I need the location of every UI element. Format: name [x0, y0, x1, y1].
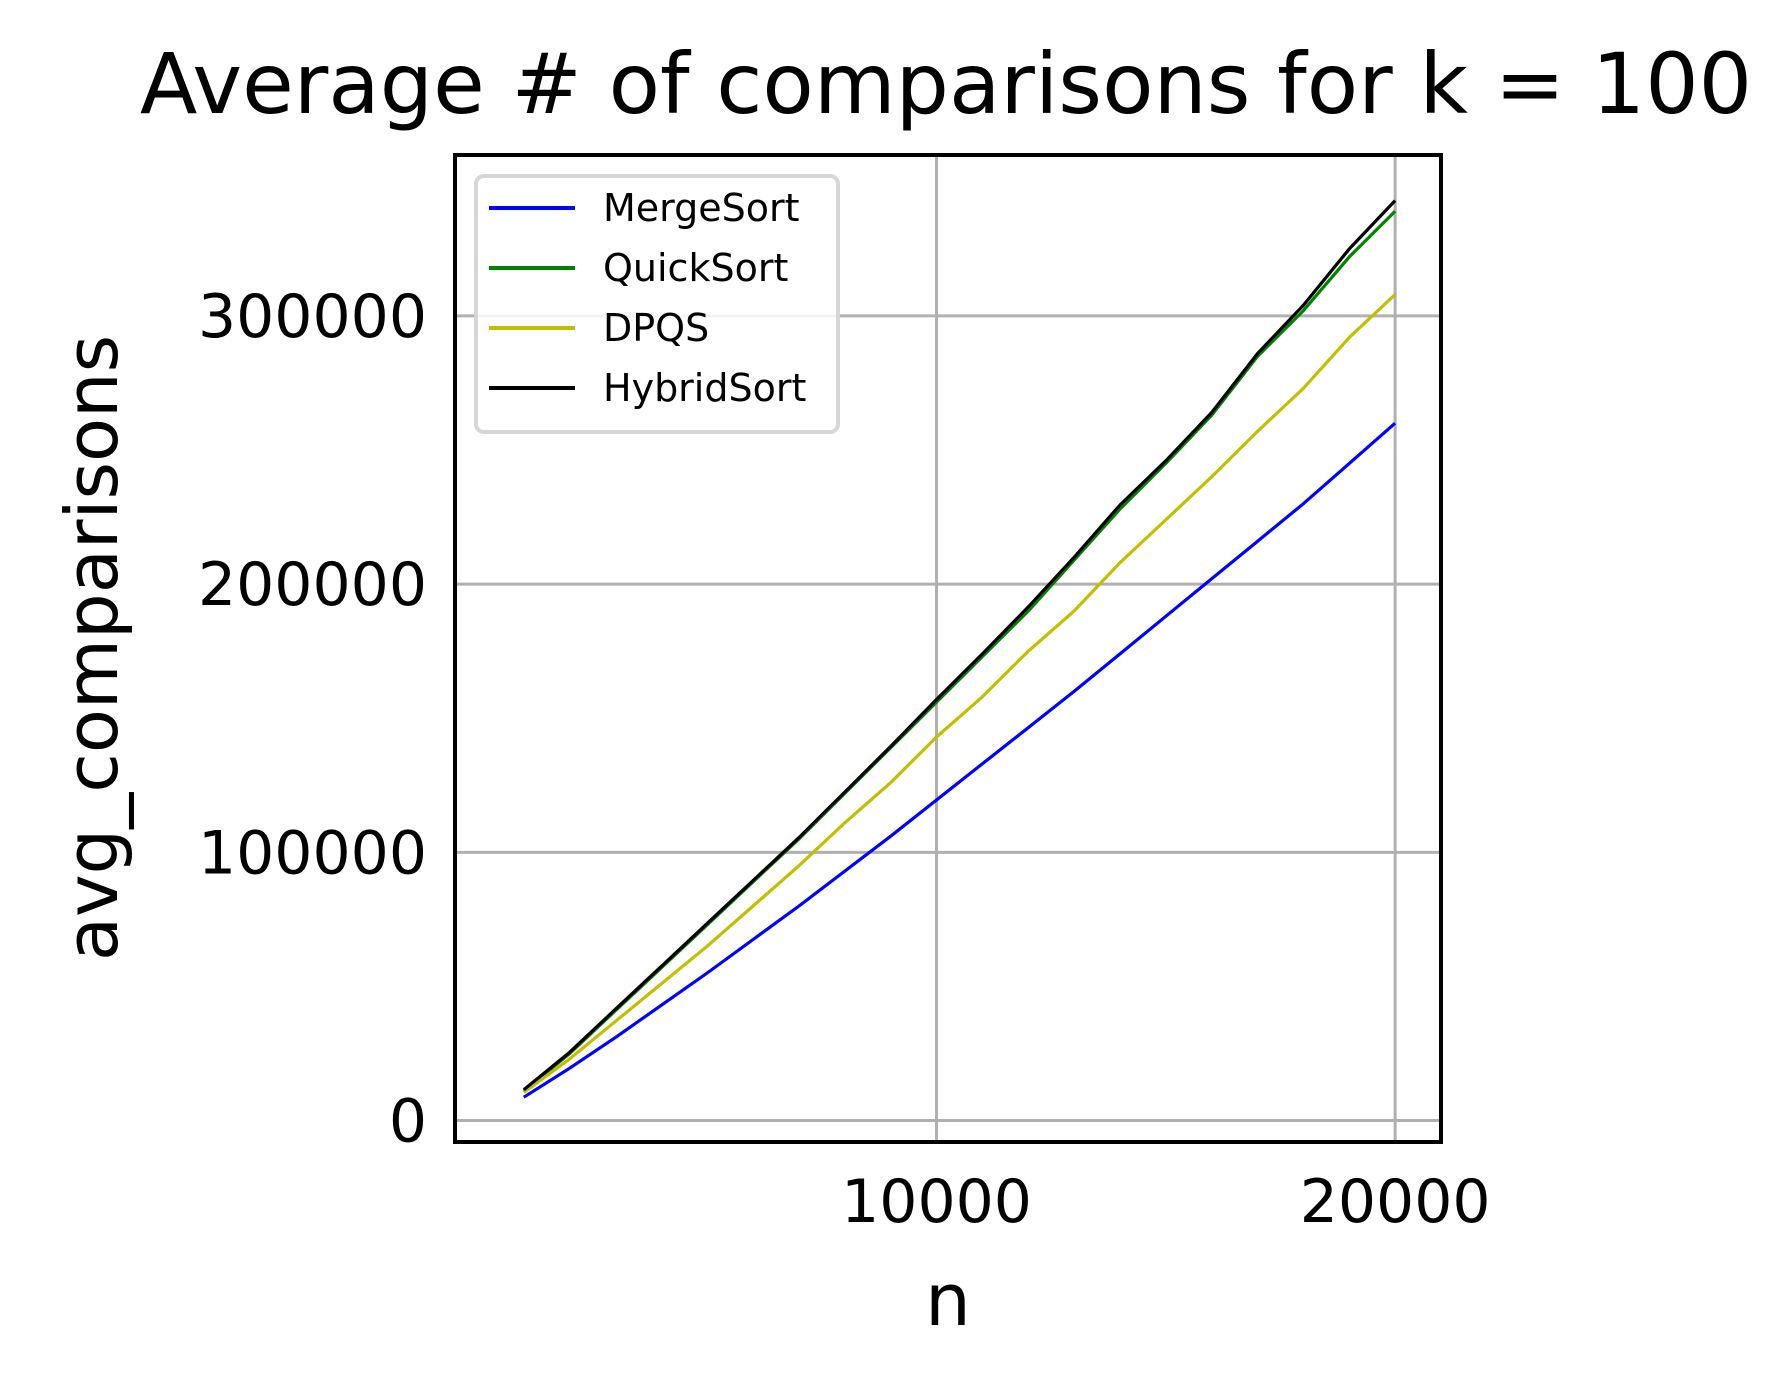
series-line-mergesort	[522, 421, 1397, 1099]
legend-label-quicksort: QuickSort	[603, 246, 788, 290]
legend: MergeSort QuickSort DPQS HybridSort	[474, 174, 840, 434]
legend-label-mergesort: MergeSort	[603, 186, 800, 230]
y-axis-ticks: 0 100000 200000 300000	[198, 282, 427, 1157]
x-axis-label: n	[925, 1258, 971, 1342]
series-lines	[522, 199, 1397, 1099]
series-line-dpqs	[522, 293, 1397, 1094]
y-tick-label: 0	[389, 1087, 427, 1157]
y-axis-label: avg_comparisons	[50, 335, 134, 961]
y-tick-label: 100000	[198, 818, 427, 888]
x-tick-label: 10000	[841, 1167, 1032, 1237]
legend-box	[474, 174, 840, 434]
plot-frame	[453, 153, 1443, 1144]
y-tick-label: 200000	[198, 550, 427, 620]
legend-label-dpqs: DPQS	[603, 306, 709, 350]
x-axis-ticks: 10000 20000	[841, 1167, 1490, 1237]
x-tick-label: 20000	[1300, 1167, 1491, 1237]
chart-title: Average # of comparisons for k = 100	[140, 35, 1752, 133]
series-line-hybridsort	[522, 199, 1397, 1091]
y-tick-label: 300000	[198, 282, 427, 352]
legend-label-hybridsort: HybridSort	[603, 366, 806, 410]
